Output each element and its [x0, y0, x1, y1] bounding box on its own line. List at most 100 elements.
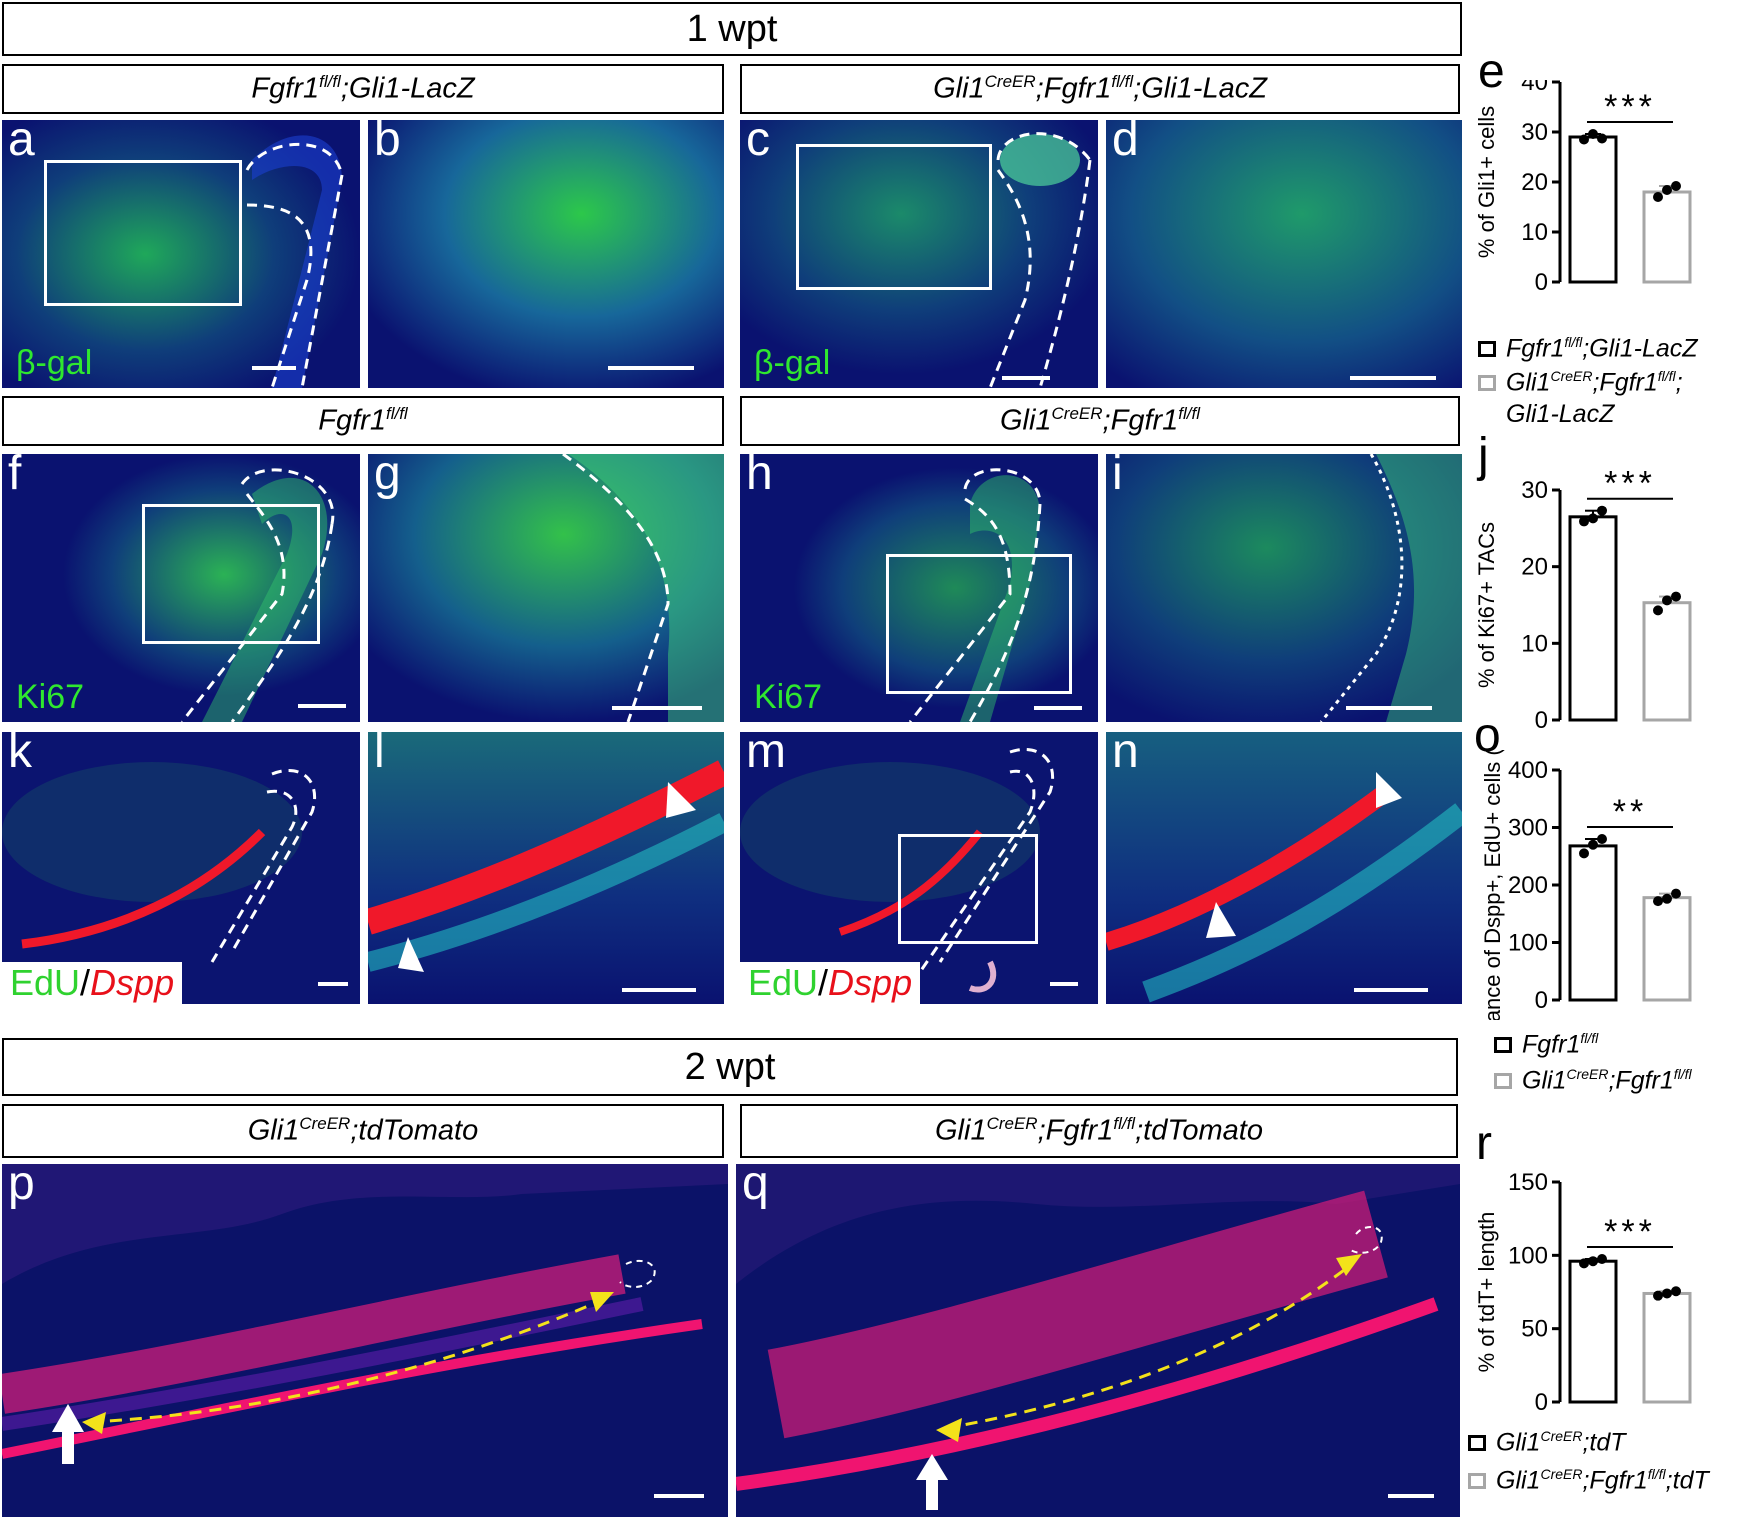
scale-bar	[298, 704, 346, 708]
y-tick-label: 40	[1521, 80, 1548, 96]
data-point	[1662, 595, 1672, 606]
panel-a: a β-gal	[2, 120, 360, 388]
panel-letter-k: k	[8, 732, 32, 778]
panel-m: m EdU/Dspp	[740, 732, 1098, 1004]
scale-bar	[1346, 706, 1432, 710]
panel-letter-f: f	[8, 454, 22, 500]
scale-bar	[252, 366, 296, 370]
genotype-text: Gli1CreER;tdTomato	[247, 1114, 479, 1147]
panel-n: n	[1106, 732, 1462, 1004]
data-point	[1671, 591, 1681, 602]
genotype-label-row1-left: Fgfr1fl/fl;Gli1-LacZ	[2, 64, 724, 114]
y-tick-label: 400	[1508, 757, 1548, 784]
legend-e-3: Gli1-LacZ	[1506, 400, 1614, 429]
significance-stars: ***	[1604, 88, 1656, 126]
genotype-label-row2-right: Gli1CreER;Fgfr1fl/fl	[740, 396, 1460, 446]
scale-bar	[654, 1494, 704, 1498]
genotype-text: Gli1CreER;Fgfr1fl/fl;tdTomato	[935, 1114, 1263, 1147]
panel-letter-b: b	[374, 120, 401, 166]
y-tick-label: 20	[1521, 554, 1548, 581]
stain-dspp: Dspp	[828, 962, 913, 1004]
data-point	[1588, 839, 1598, 850]
legend-e-1: Fgfr1fl/fl;Gli1-LacZ	[1478, 334, 1698, 363]
panel-f: f Ki67	[2, 454, 360, 722]
scale-bar	[1388, 1494, 1434, 1498]
y-tick-label: 0	[1535, 1389, 1548, 1416]
y-tick-label: 100	[1508, 930, 1548, 957]
scale-bar	[318, 982, 348, 986]
selection-box	[44, 160, 242, 306]
legend-swatch-black	[1478, 340, 1496, 357]
data-point	[1579, 1258, 1589, 1269]
legend-swatch-black	[1494, 1036, 1512, 1053]
stain-label-ki67: Ki67	[16, 678, 85, 716]
genotype-label-row4-left: Gli1CreER;tdTomato	[2, 1104, 724, 1158]
y-tick-label: 30	[1521, 477, 1548, 504]
micrograph-m	[740, 732, 1098, 1004]
y-axis-label: % of tdT+ length	[1474, 1212, 1499, 1373]
panel-i: i	[1106, 454, 1462, 722]
data-point	[1588, 513, 1598, 524]
data-point	[1579, 516, 1589, 527]
panel-letter-m: m	[746, 732, 786, 778]
legend-text: Gli1CreER;Fgfr1fl/fl;tdT	[1496, 1466, 1709, 1495]
stain-slash: /	[818, 962, 829, 1004]
legend-o-1: Fgfr1fl/fl	[1494, 1030, 1598, 1059]
legend-r-2: Gli1CreER;Fgfr1fl/fl;tdT	[1468, 1466, 1709, 1495]
scale-bar	[1350, 376, 1436, 380]
panel-letter-i: i	[1112, 454, 1123, 500]
data-point	[1597, 133, 1607, 144]
micrograph-d	[1106, 120, 1462, 388]
bar-0	[1568, 515, 1618, 722]
micrograph-l	[368, 732, 724, 1004]
legend-text: Gli1CreER;Fgfr1fl/fl;	[1506, 368, 1683, 397]
data-point	[1653, 1290, 1663, 1301]
panel-letter-a: a	[8, 120, 35, 166]
stain-slash: /	[80, 962, 91, 1004]
significance-stars: ***	[1604, 1213, 1656, 1251]
y-axis-label: Distance of Dspp+, EdU+ cells (μm)	[1480, 750, 1505, 1020]
stain-edu: EdU	[748, 962, 819, 1004]
bar-0	[1568, 1259, 1618, 1404]
panel-g: g	[368, 454, 724, 722]
genotype-text: Gli1CreER;Fgfr1fl/fl;Gli1-LacZ	[933, 72, 1267, 105]
data-point	[1588, 1256, 1598, 1267]
stain-label-bgal: β-gal	[16, 344, 93, 382]
selection-box	[898, 834, 1038, 944]
y-tick-label: 0	[1535, 987, 1548, 1014]
y-tick-label: 10	[1521, 219, 1548, 246]
micrograph-f	[2, 454, 360, 722]
legend-o-2: Gli1CreER;Fgfr1fl/fl	[1494, 1066, 1692, 1095]
micrograph-q	[736, 1164, 1460, 1517]
significance-stars: ***	[1604, 470, 1656, 503]
bar-1	[1642, 1291, 1692, 1404]
data-point	[1662, 1288, 1672, 1299]
bar-chart-e: 0 10 20 30 40 % of Gli1+ cells ***	[1474, 80, 1692, 296]
legend-text: Gli1CreER;Fgfr1fl/fl	[1522, 1066, 1692, 1095]
significance-stars: **	[1613, 793, 1647, 831]
scale-bar	[1050, 982, 1078, 986]
panel-letter-c: c	[746, 120, 770, 166]
data-point	[1579, 134, 1589, 145]
y-axis-label: % of Gli1+ cells	[1474, 106, 1499, 258]
micrograph-n	[1106, 732, 1462, 1004]
y-axis-label: % of Ki67+ TACs	[1474, 522, 1499, 688]
legend-swatch-grey	[1494, 1072, 1512, 1089]
legend-text: Gli1CreER;tdT	[1496, 1428, 1626, 1457]
data-point	[1671, 888, 1681, 899]
genotype-label-row4-right: Gli1CreER;Fgfr1fl/fl;tdTomato	[740, 1104, 1458, 1158]
data-point	[1671, 181, 1681, 191]
chart-letter-o: o	[1474, 709, 1501, 762]
bar-1	[1642, 190, 1692, 284]
panel-d: d	[1106, 120, 1462, 388]
legend-text: Fgfr1fl/fl	[1522, 1030, 1599, 1059]
y-tick-label: 0	[1535, 269, 1548, 296]
panel-letter-h: h	[746, 454, 773, 500]
legend-swatch-black	[1468, 1434, 1486, 1451]
panel-letter-p: p	[8, 1164, 35, 1210]
chart-letter-j: j	[1478, 429, 1489, 482]
bar-chart-j: 0 10 20 30 % of Ki67+ TACs ***	[1474, 470, 1692, 734]
y-tick-label: 0	[1535, 707, 1548, 734]
panel-p: p	[2, 1164, 728, 1517]
